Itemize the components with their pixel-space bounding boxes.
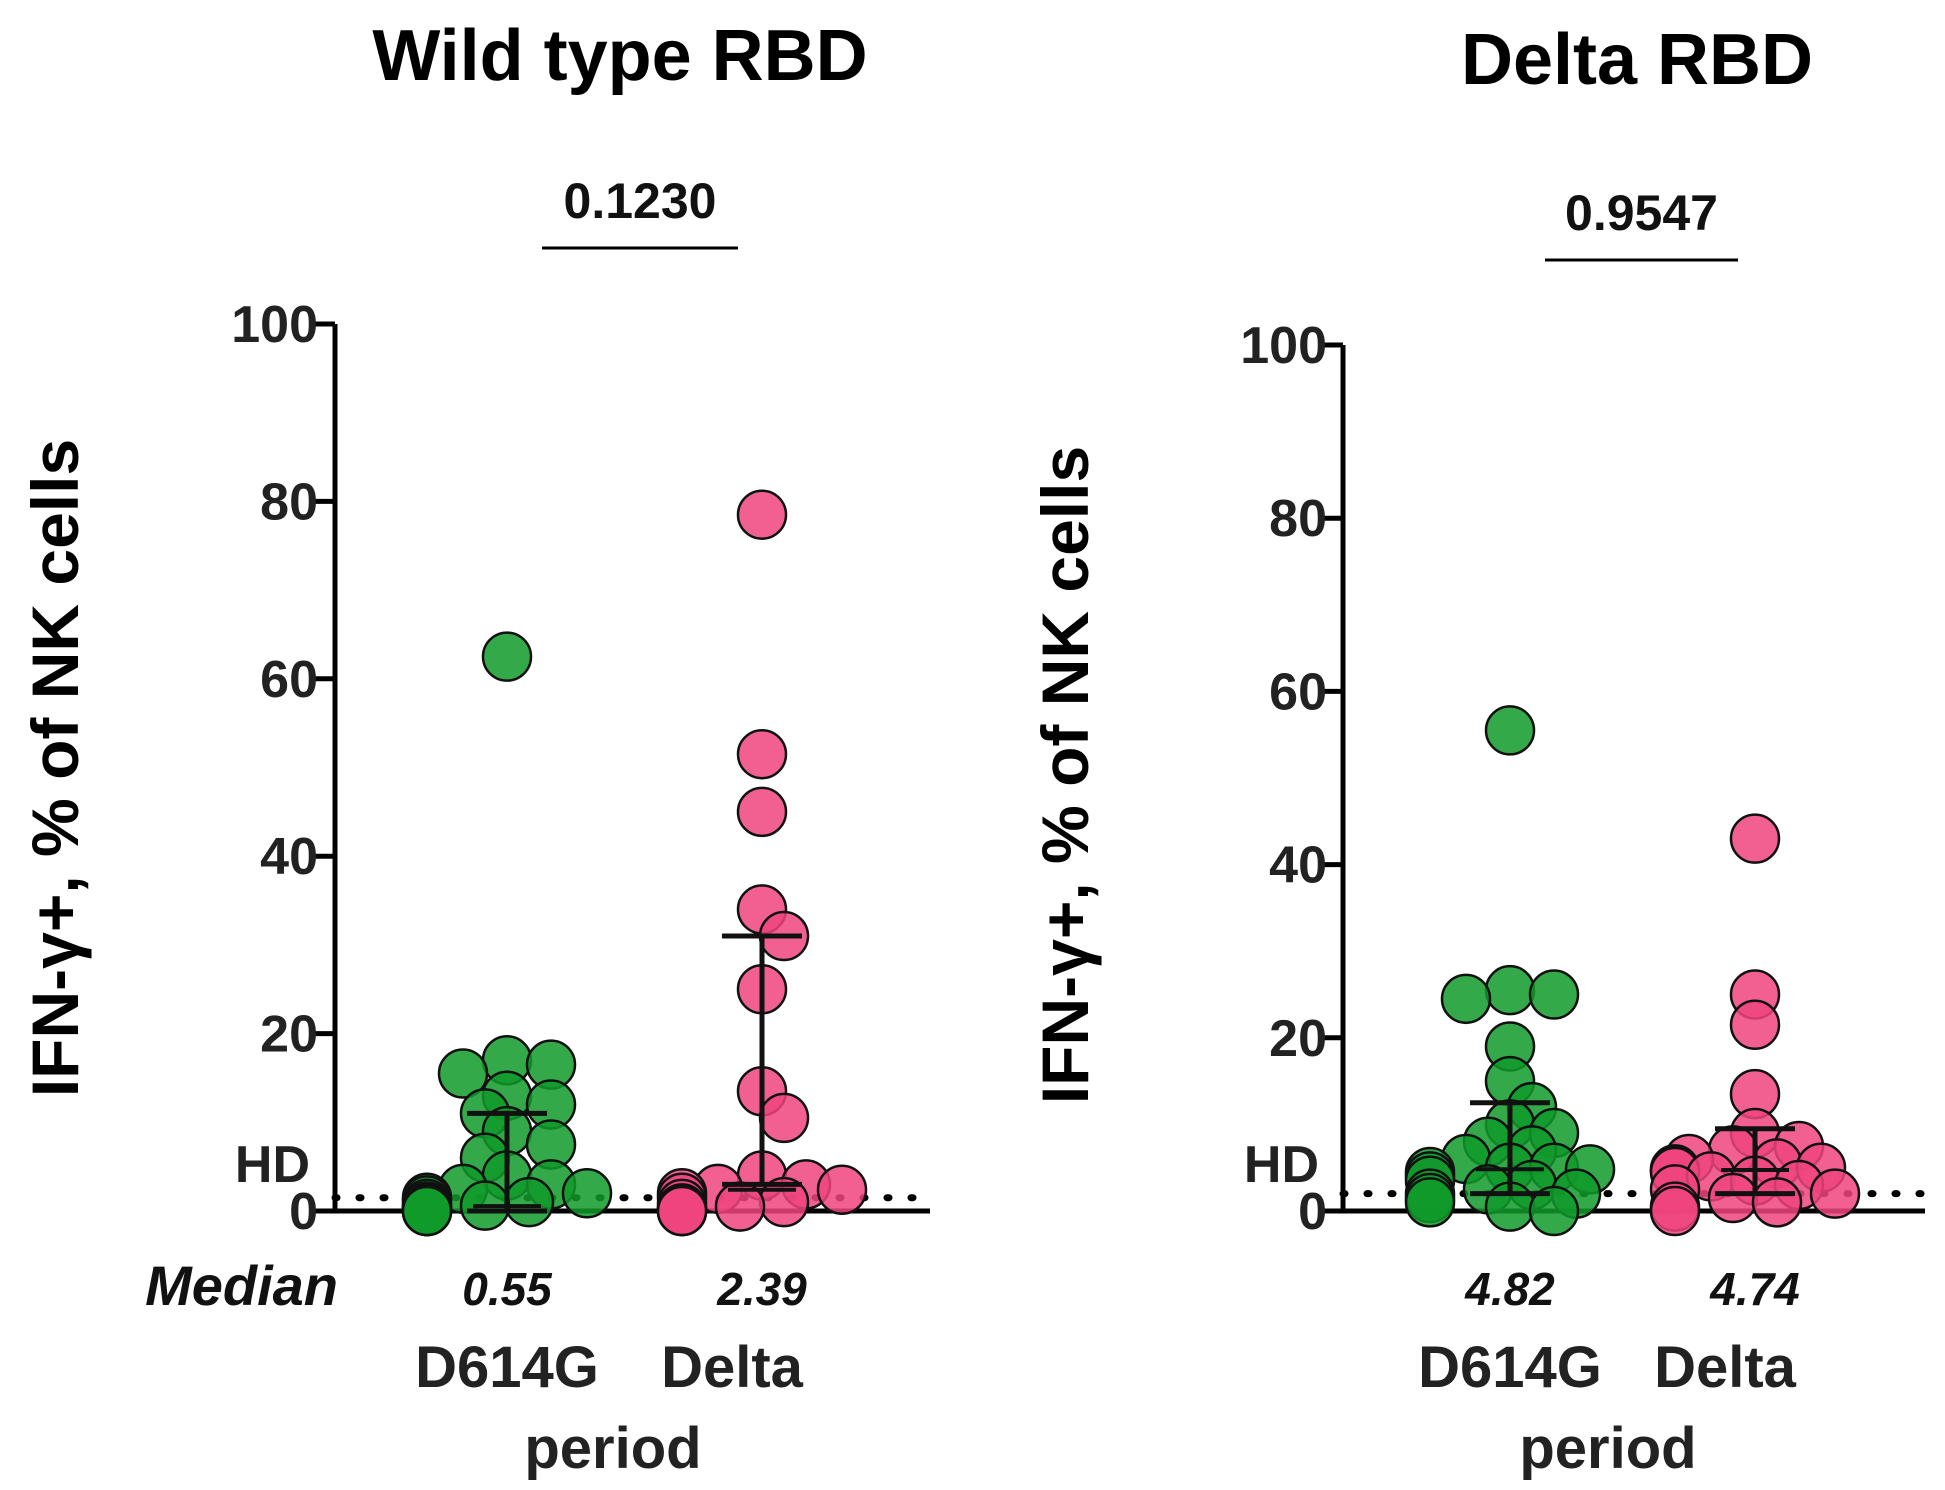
y-tick-label: 60: [1269, 663, 1327, 721]
series-delta: [1649, 813, 1861, 1237]
data-point: [736, 489, 788, 540]
data-point: [1484, 705, 1536, 756]
category-label: D614G: [415, 1335, 599, 1400]
data-point: [1729, 999, 1781, 1051]
category-label: Delta: [1654, 1335, 1797, 1400]
hd-label: HD: [1244, 1136, 1319, 1194]
data-point: [401, 1185, 453, 1237]
data-point: [561, 1168, 613, 1219]
y-tick-label: 80: [1269, 490, 1327, 548]
y-tick-label: 40: [1269, 837, 1327, 895]
y-tick-label: 100: [1240, 317, 1327, 375]
data-point: [1404, 1177, 1456, 1228]
median-value: 2.39: [716, 1263, 807, 1315]
y-axis-label: IFN-γ+, % of NK cells: [18, 439, 92, 1097]
data-point: [816, 1164, 868, 1215]
median-value: 4.82: [1464, 1263, 1555, 1315]
series-delta: [656, 489, 868, 1237]
y-tick-label: 80: [260, 473, 318, 531]
data-point: [1649, 1185, 1701, 1237]
data-point: [1707, 1172, 1759, 1224]
data-point: [1809, 1168, 1861, 1219]
x-axis-label: period: [524, 1416, 701, 1481]
p-value-label: 0.1230: [564, 173, 717, 229]
data-point: [736, 786, 788, 838]
p-value-label: 0.9547: [1565, 185, 1718, 241]
data-point: [758, 1092, 810, 1144]
data-point: [1484, 964, 1536, 1016]
chart-panel-2: Delta RBD 0.9547 IFN-γ+, % of NK cells 0 20 4…: [1028, 20, 1929, 1481]
chart-title: Wild type RBD: [372, 16, 867, 96]
series-d614g: [1404, 705, 1616, 1237]
data-point: [503, 1176, 555, 1228]
y-tick-label: 60: [260, 651, 318, 709]
data-point: [1528, 1185, 1580, 1237]
y-tick-label: 20: [260, 1006, 318, 1064]
y-tick-label: 0: [289, 1183, 318, 1241]
chart-panel-1: Wild type RBD 0.1230 IFN-γ+, % of NK cells…: [18, 16, 934, 1481]
median-row-label: Median: [145, 1254, 338, 1317]
data-point: [1440, 973, 1492, 1025]
y-tick-label: 100: [231, 296, 318, 354]
series-d614g: [401, 631, 613, 1237]
y-tick-label: 40: [260, 828, 318, 886]
data-point: [481, 631, 533, 682]
category-label: D614G: [1418, 1335, 1602, 1400]
x-axis-label: period: [1519, 1416, 1696, 1481]
data-point: [437, 1048, 489, 1099]
category-label: Delta: [661, 1335, 804, 1400]
y-tick-label: 0: [1298, 1183, 1327, 1241]
hd-label: HD: [235, 1136, 310, 1194]
data-point: [1528, 969, 1580, 1020]
y-axis-label: IFN-γ+, % of NK cells: [1028, 446, 1102, 1104]
data-point: [736, 728, 788, 780]
data-point: [1729, 813, 1781, 864]
data-point: [1751, 1177, 1803, 1228]
data-point: [656, 1185, 708, 1237]
chart-title: Delta RBD: [1461, 20, 1813, 100]
median-value: 0.55: [462, 1263, 553, 1315]
median-value: 4.74: [1709, 1263, 1800, 1315]
y-tick-label: 20: [1269, 1010, 1327, 1068]
